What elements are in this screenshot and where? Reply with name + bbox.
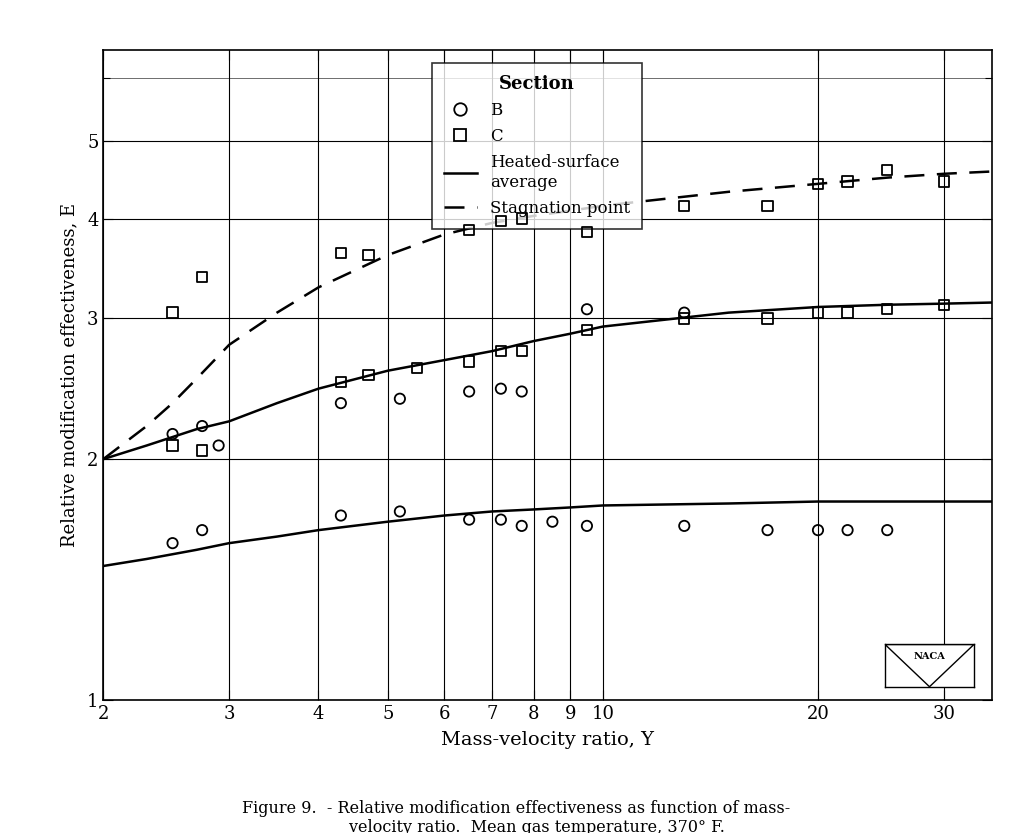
Point	[759, 199, 776, 212]
Point	[211, 439, 227, 452]
Point	[879, 163, 896, 177]
Point	[839, 175, 855, 188]
Point	[513, 344, 530, 357]
Point	[936, 298, 952, 312]
Point	[361, 368, 377, 382]
Point	[194, 419, 211, 432]
Point	[810, 306, 826, 319]
Point	[164, 536, 181, 550]
Point	[759, 523, 776, 536]
Point	[461, 355, 477, 368]
Point	[676, 199, 692, 212]
Point	[461, 513, 477, 526]
Point	[333, 397, 349, 410]
Point	[578, 519, 595, 532]
Point	[461, 385, 477, 398]
Point	[493, 344, 509, 357]
Point	[936, 175, 952, 188]
Point	[392, 505, 408, 518]
Point	[879, 302, 896, 316]
Point	[810, 523, 826, 536]
Point	[879, 523, 896, 536]
Point	[333, 247, 349, 260]
Point	[164, 427, 181, 441]
Point	[578, 302, 595, 316]
Point	[493, 513, 509, 526]
Point	[676, 312, 692, 325]
Point	[578, 225, 595, 238]
Point	[194, 270, 211, 283]
Y-axis label: Relative modification effectiveness, E: Relative modification effectiveness, E	[61, 202, 79, 547]
Point	[361, 248, 377, 262]
Point	[578, 323, 595, 337]
Point	[461, 223, 477, 237]
Point	[392, 392, 408, 406]
Point	[164, 306, 181, 319]
Point	[164, 439, 181, 452]
Point	[493, 382, 509, 396]
Point	[676, 519, 692, 532]
Point	[513, 519, 530, 532]
Point	[194, 523, 211, 536]
Point	[839, 306, 855, 319]
Point	[333, 509, 349, 522]
Point	[194, 444, 211, 457]
Point	[676, 306, 692, 319]
Point	[333, 375, 349, 388]
X-axis label: Mass-velocity ratio, Y: Mass-velocity ratio, Y	[441, 731, 654, 749]
Text: Figure 9.  - Relative modification effectiveness as function of mass-
        ve: Figure 9. - Relative modification effect…	[243, 800, 790, 833]
Point	[544, 515, 561, 528]
Legend: B, C, Heated-surface
average, Stagnation point: B, C, Heated-surface average, Stagnation…	[432, 63, 643, 228]
Point	[493, 214, 509, 227]
Point	[513, 385, 530, 398]
Point	[409, 362, 426, 375]
Point	[839, 523, 855, 536]
Point	[513, 212, 530, 225]
Point	[810, 177, 826, 191]
Point	[759, 312, 776, 325]
